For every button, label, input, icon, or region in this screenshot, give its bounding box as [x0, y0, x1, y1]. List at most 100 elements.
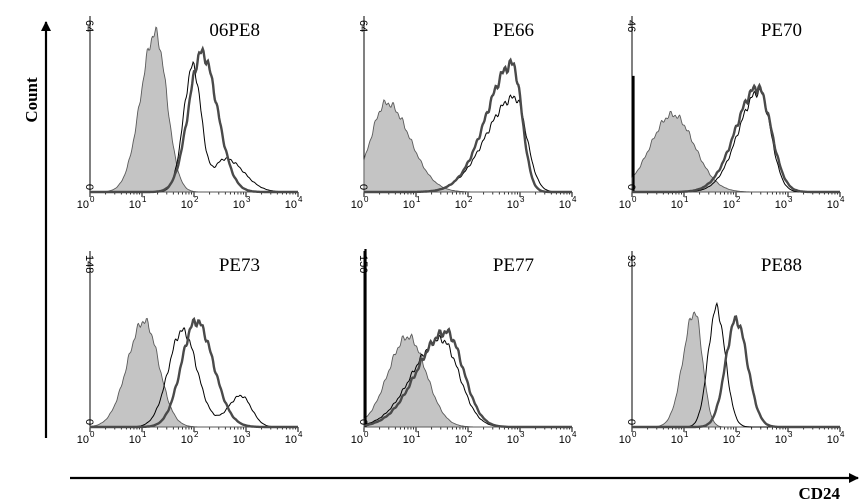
x-tick-exponent: 3 — [520, 430, 525, 439]
x-tick-label: 10 — [129, 434, 141, 446]
x-tick-label: 10 — [559, 199, 571, 211]
x-tick-label: 10 — [181, 434, 193, 446]
y-zero-label: 0 — [357, 419, 369, 425]
series-thick-line — [364, 57, 572, 194]
x-tick-exponent: 2 — [736, 430, 741, 439]
y-zero-label: 0 — [83, 184, 95, 190]
x-tick-label: 10 — [455, 434, 467, 446]
panel-label: PE77 — [493, 255, 534, 276]
x-tick-exponent: 3 — [788, 430, 793, 439]
x-tick-label: 10 — [285, 434, 297, 446]
panel-label: PE88 — [761, 255, 802, 276]
x-tick-exponent: 1 — [416, 195, 421, 204]
x-tick-exponent: 3 — [246, 195, 251, 204]
panel-label: PE66 — [493, 20, 534, 41]
x-tick-exponent: 4 — [298, 430, 303, 439]
y-zero-label: 0 — [625, 419, 637, 425]
x-tick-exponent: 0 — [632, 195, 637, 204]
y-max-label: 46 — [625, 20, 637, 32]
x-tick-label: 10 — [285, 199, 297, 211]
x-tick-exponent: 4 — [572, 430, 577, 439]
x-tick-exponent: 0 — [90, 195, 95, 204]
x-tick-exponent: 4 — [298, 195, 303, 204]
x-tick-exponent: 4 — [840, 430, 845, 439]
x-tick-label: 10 — [507, 434, 519, 446]
x-tick-exponent: 1 — [684, 195, 689, 204]
y-axis-title: Count — [22, 77, 41, 123]
series-isotype-filled — [363, 99, 572, 193]
x-tick-label: 10 — [507, 199, 519, 211]
x-axis-title: CD24 — [798, 484, 840, 503]
x-tick-exponent: 3 — [246, 430, 251, 439]
x-tick-exponent: 0 — [364, 430, 369, 439]
x-tick-label: 10 — [403, 434, 415, 446]
series-isotype-filled — [631, 110, 840, 193]
x-tick-exponent: 2 — [194, 195, 199, 204]
x-tick-label: 10 — [129, 199, 141, 211]
series-thick-line — [363, 327, 572, 429]
series-thick-line — [632, 315, 840, 429]
series-thick-line — [90, 45, 298, 194]
y-zero-label: 0 — [357, 184, 369, 190]
y-max-label: 148 — [83, 255, 95, 273]
x-tick-label: 10 — [775, 434, 787, 446]
x-tick-exponent: 2 — [468, 430, 473, 439]
panel-label: 06PE8 — [209, 20, 260, 41]
x-tick-exponent: 1 — [142, 430, 147, 439]
x-tick-exponent: 2 — [194, 430, 199, 439]
x-tick-exponent: 1 — [416, 430, 421, 439]
x-tick-label: 10 — [827, 199, 839, 211]
x-tick-exponent: 0 — [632, 430, 637, 439]
x-tick-label: 10 — [671, 434, 683, 446]
x-tick-label: 10 — [775, 199, 787, 211]
panel-label: PE73 — [219, 255, 260, 276]
x-tick-exponent: 3 — [520, 195, 525, 204]
y-max-label: 93 — [625, 255, 637, 267]
x-tick-label: 10 — [351, 434, 363, 446]
x-tick-label: 10 — [723, 199, 735, 211]
series-isotype-filled — [90, 26, 298, 193]
x-tick-label: 10 — [455, 199, 467, 211]
x-tick-label: 10 — [827, 434, 839, 446]
y-max-label: 64 — [357, 20, 369, 32]
x-tick-exponent: 1 — [684, 430, 689, 439]
series-isotype-filled — [89, 317, 298, 428]
x-tick-label: 10 — [351, 199, 363, 211]
series-thin-line — [90, 60, 298, 193]
x-tick-exponent: 1 — [142, 195, 147, 204]
x-tick-exponent: 2 — [468, 195, 473, 204]
x-tick-exponent: 0 — [364, 195, 369, 204]
panel-label: PE70 — [761, 20, 802, 41]
x-tick-label: 10 — [619, 434, 631, 446]
x-tick-exponent: 4 — [572, 195, 577, 204]
x-tick-exponent: 4 — [840, 195, 845, 204]
x-tick-label: 10 — [619, 199, 631, 211]
y-max-label: 64 — [83, 20, 95, 32]
series-isotype-filled — [632, 311, 840, 428]
x-tick-exponent: 0 — [90, 430, 95, 439]
x-tick-label: 10 — [181, 199, 193, 211]
x-tick-label: 10 — [233, 434, 245, 446]
series-thick-line — [632, 82, 840, 194]
series-thick-line — [90, 316, 298, 429]
x-tick-label: 10 — [723, 434, 735, 446]
x-tick-label: 10 — [77, 434, 89, 446]
x-tick-label: 10 — [77, 199, 89, 211]
y-zero-label: 0 — [83, 419, 95, 425]
y-max-label: 150 — [357, 255, 369, 273]
x-tick-exponent: 2 — [736, 195, 741, 204]
x-tick-label: 10 — [403, 199, 415, 211]
x-tick-label: 10 — [671, 199, 683, 211]
y-zero-label: 0 — [625, 184, 637, 190]
x-tick-exponent: 3 — [788, 195, 793, 204]
x-tick-label: 10 — [233, 199, 245, 211]
x-tick-label: 10 — [559, 434, 571, 446]
